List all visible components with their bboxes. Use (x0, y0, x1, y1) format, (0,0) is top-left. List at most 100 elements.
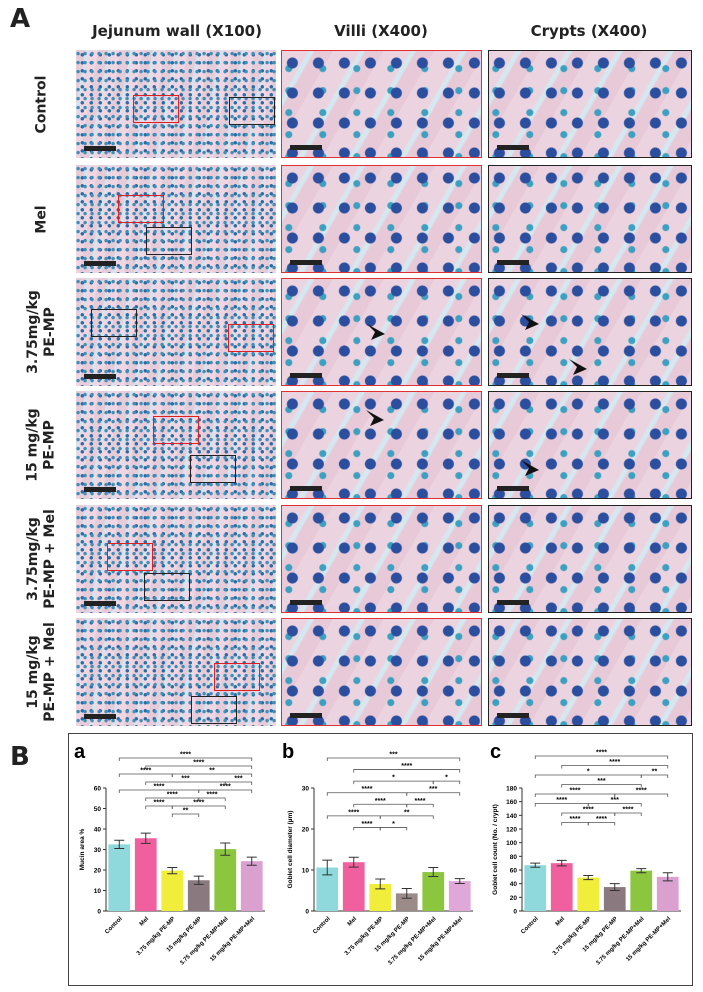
y-tick-label: 180 (506, 786, 517, 793)
micrograph-pemp-3-75-crypts (488, 278, 692, 386)
y-tick-label: 0 (305, 909, 309, 916)
significance-label: ** (183, 808, 189, 815)
villi-region-box (133, 95, 179, 123)
scale-bar (290, 713, 322, 718)
scale-bar (290, 486, 322, 491)
significance-label: **** (596, 750, 607, 757)
micrograph-pemp-15-crypts (488, 391, 692, 499)
villi-region-box (214, 663, 260, 691)
micrograph-pemp-3-75-villi (281, 278, 482, 386)
row-label-pemp-3-75-mel: 3.75mg/kg PE-MP + Mel (12, 505, 72, 613)
scale-bar (290, 145, 322, 150)
villi-region-box (107, 543, 153, 571)
x-tick-label: Mel (555, 916, 567, 928)
y-tick-label: 0 (513, 909, 517, 916)
scale-bar (84, 714, 116, 719)
scale-bar (497, 260, 529, 265)
significance-label: ** (652, 769, 658, 776)
significance-label: *** (429, 786, 437, 793)
significance-label: **** (556, 797, 567, 804)
chart-panel-letter: a (74, 741, 86, 763)
significance-label: *** (611, 797, 619, 804)
micrograph-control-villi (281, 50, 482, 158)
y-tick-label: 160 (506, 799, 517, 806)
y-tick-label: 20 (302, 827, 310, 834)
y-tick-label: 50 (94, 806, 102, 813)
crypt-region-box (144, 573, 190, 601)
x-tick-label: 3.75 mg/kg PE-MP+Mel (595, 916, 646, 967)
x-tick-label: Control (312, 916, 332, 936)
significance-label: **** (401, 763, 412, 770)
significance-label: **** (207, 792, 218, 799)
villi-region-box (153, 416, 199, 444)
arrowhead-icon (367, 324, 385, 340)
crypt-region-box (229, 97, 275, 125)
bar-2 (161, 871, 183, 911)
significance-label: * (587, 769, 590, 776)
significance-label: **** (375, 798, 386, 805)
crypt-region-box (146, 227, 192, 255)
villi-region-box (118, 195, 164, 223)
chart-panel-letter: c (490, 741, 501, 763)
significance-label: *** (597, 778, 605, 785)
significance-label: **** (362, 821, 373, 828)
scale-bar (497, 600, 529, 605)
y-tick-label: 100 (506, 840, 517, 847)
y-tick-label: 10 (94, 888, 102, 895)
column-header-villi: Villi (X400) (276, 22, 486, 40)
scale-bar (290, 260, 322, 265)
y-tick-label: 30 (94, 847, 102, 854)
significance-label: * (445, 775, 448, 782)
crypt-region-box (91, 309, 137, 337)
scale-bar (290, 600, 322, 605)
scale-bar (290, 373, 322, 378)
row-label-mel: Mel (12, 165, 72, 273)
x-tick-label: Mel (347, 916, 359, 928)
significance-label: *** (234, 776, 242, 783)
significance-label: **** (180, 752, 191, 759)
chart-goblet-diameter: b0102030Goblet cell diameter (µm)Control… (278, 738, 483, 983)
y-axis-label: Mucin area % (79, 829, 86, 871)
x-tick-label: 15 mg/kg PE-MP+Mel (417, 916, 464, 963)
x-tick-label: 15 mg/kg PE-MP+Mel (625, 916, 672, 963)
micrograph-mel-crypts (488, 165, 692, 273)
y-tick-label: 60 (94, 786, 102, 793)
column-header-crypts: Crypts (X400) (484, 22, 694, 40)
scale-bar (84, 601, 116, 606)
bar-5 (241, 861, 263, 911)
significance-label: **** (154, 784, 165, 791)
significance-label: **** (570, 788, 581, 795)
y-tick-label: 30 (302, 786, 310, 793)
micrograph-pemp-15-mel-crypts (488, 618, 692, 726)
micrograph-pemp-3-75-jejunum (76, 278, 276, 386)
bar-1 (551, 863, 573, 911)
panel-label-b: B (10, 742, 30, 772)
micrograph-pemp-15-jejunum (76, 391, 276, 499)
micrograph-pemp-3-75-mel-crypts (488, 505, 692, 613)
significance-label: **** (193, 760, 204, 767)
scale-bar (497, 145, 529, 150)
significance-label: **** (583, 807, 594, 814)
y-tick-label: 0 (97, 909, 101, 916)
bar-5 (449, 881, 471, 911)
micrograph-pemp-15-mel-villi (281, 618, 482, 726)
scale-bar (84, 261, 116, 266)
significance-label: **** (609, 759, 620, 766)
significance-label: *** (181, 776, 189, 783)
significance-label: **** (636, 788, 647, 795)
bar-4 (214, 849, 236, 911)
significance-label: **** (623, 807, 634, 814)
y-tick-label: 10 (302, 868, 310, 875)
arrowhead-icon (521, 314, 539, 330)
x-tick-label: 15 mg/kg PE-MP+Mel (209, 916, 256, 963)
micrograph-mel-jejunum (76, 165, 276, 273)
villi-region-box (228, 324, 274, 352)
micrograph-mel-villi (281, 165, 482, 273)
y-tick-label: 20 (510, 895, 518, 902)
y-tick-label: 80 (510, 854, 518, 861)
x-tick-label: 3.75 mg/kg PE-MP+Mel (387, 916, 438, 967)
y-tick-label: 20 (94, 868, 102, 875)
row-label-pemp-15-mel: 15 mg/kg PE-MP + Mel (12, 618, 72, 726)
y-axis-label: Goblet cell diameter (µm) (287, 811, 294, 889)
column-header-jejunum: Jejunum wall (X100) (72, 22, 282, 40)
